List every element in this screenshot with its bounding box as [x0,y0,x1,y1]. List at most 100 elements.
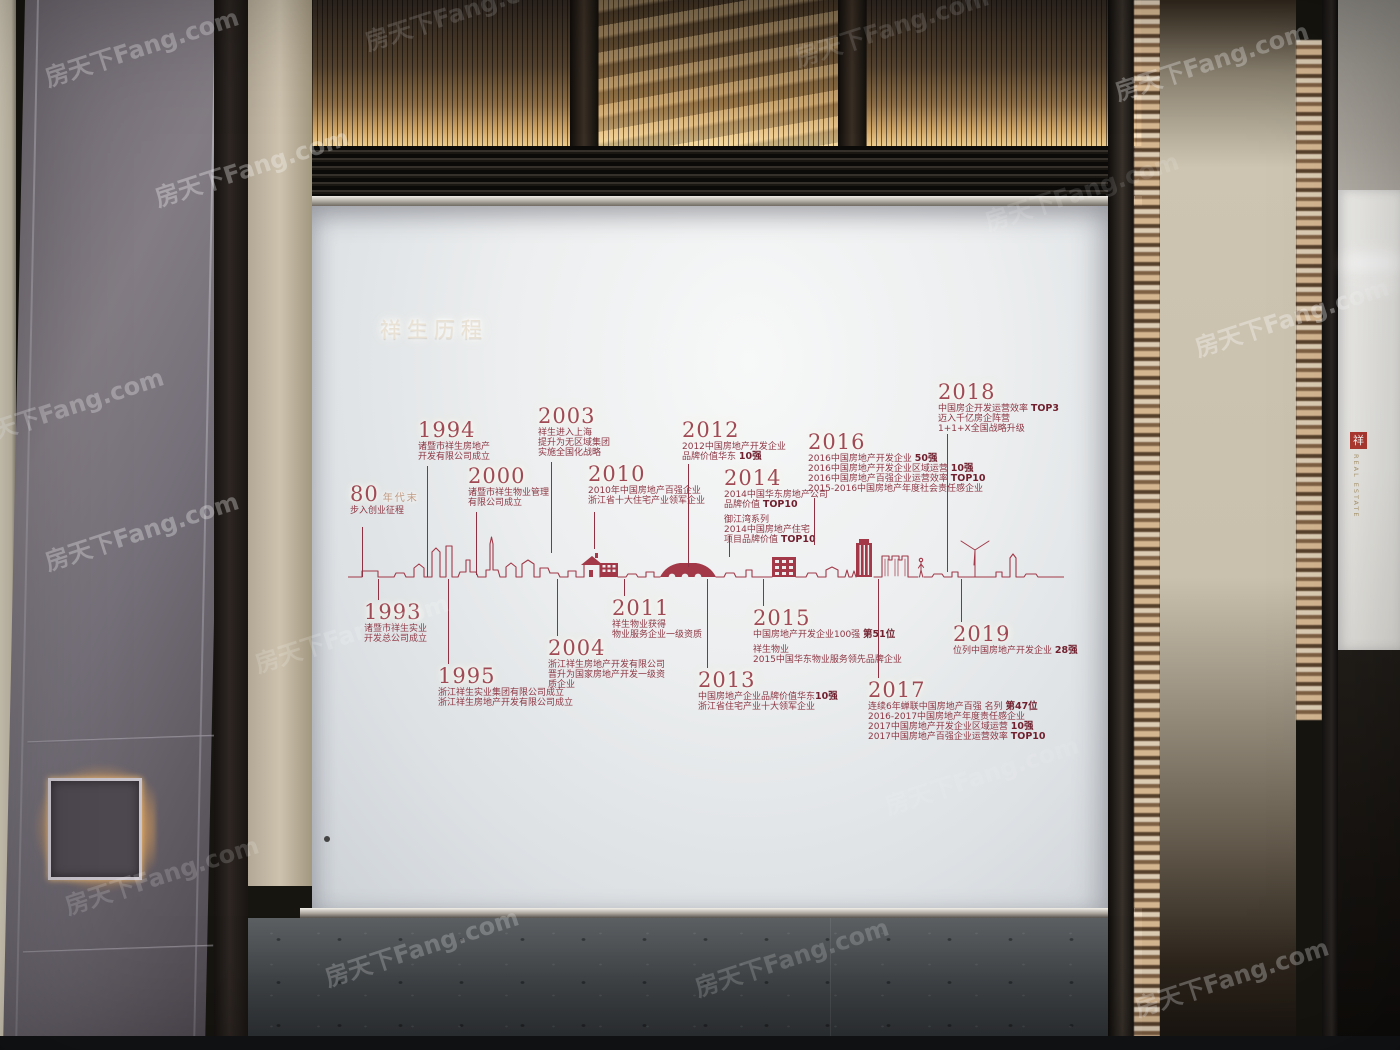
event-year: 2018 [938,380,996,404]
metal-sill-bottom [300,908,1142,918]
event-connector-line [729,536,730,557]
event-connector-line [688,464,689,567]
pillar-groove [27,734,218,744]
louver-vent [312,146,1142,196]
event-text-line: 2016中国房地产开发企业 50强 [808,453,938,465]
rose-gold-trim [1134,0,1160,1050]
event-text-line: 2016中国房地产开发企业区域运营 10强 [808,463,974,475]
timeline-event-2000: 2000 诸暨市祥生物业管理 有限公司成立 [468,464,549,508]
event-connector-line [624,579,625,596]
event-connector-line [763,579,764,606]
event-text-line: 浙江省十大住宅产业领军企业 [588,496,706,506]
grille-mullion [570,0,598,146]
event-connector-line [476,512,477,575]
event-text-line: 浙江省住宅产业十大领军企业 [698,702,816,712]
timeline-event-2019: 2019 位列中国房地产开发企业 28强 [953,622,1078,656]
event-text-line: 开发总公司成立 [364,634,428,644]
event-year: 2016 [808,430,866,454]
timeline-event-2012: 2012 2012中国房地产开发企业 品牌价值华东 10强 [682,418,786,462]
event-year: 2019 [953,622,1011,646]
event-year: 2003 [538,404,596,428]
event-text-line: 位列中国房地产开发企业 28强 [953,645,1078,657]
bronze-mesh-panel-left [312,0,570,146]
metal-sill [300,196,1142,206]
brand-caption: REAL ESTATE [1352,454,1360,519]
timeline-event-1995: 1995 浙江祥生实业集团有限公司成立 浙江祥生房地产开发有限公司成立 [438,664,573,708]
event-year: 2000 [468,464,526,488]
event-text-line: 提升为无区域集团 [538,438,611,448]
event-connector-line [878,579,879,678]
event-connector-line [707,579,708,668]
event-text-line: 品牌价值华东 10强 [682,451,762,463]
event-text-line: 实施全国化战略 [538,448,602,458]
timeline-event-80: 80 年代末 步入创业征程 [350,482,419,516]
event-text-line: 2014中国华东房地产公司 [724,490,828,500]
event-text-line: 诸暨市祥生房地产 [418,442,491,452]
event-connector-line [947,434,948,572]
event-year: 80 年代末 [350,482,419,506]
event-year-suffix: 年代末 [382,493,419,504]
event-year: 2012 [682,418,740,442]
event-text-line: 诸暨市祥生物业管理 [468,488,550,498]
timeline-event-1993: 1993 诸暨市祥生实业 开发总公司成立 [364,600,427,644]
event-text-line: 御江湾系列 [724,515,770,525]
left-pillar [3,0,227,1050]
event-text-line: 2016中国房地产百强企业运营效率 TOP10 [808,473,986,485]
event-year: 2004 [548,636,606,660]
event-text-line: 浙江祥生实业集团有限公司成立 [438,688,565,698]
timeline-event-2010: 2010 2010年中国房地产百强企业 浙江省十大住宅产业领军企业 [588,462,705,506]
event-text-line: 祥生物业获得 [612,620,667,630]
timeline-event-1994: 1994 诸暨市祥生房地产 开发有限公司成立 [418,418,490,462]
brand-seal: 祥 [1350,432,1367,449]
event-connector-line [427,466,428,577]
event-text-line: 祥生进入上海 [538,428,593,438]
timeline-event-2011: 2011 祥生物业获得 物业服务企业一级资质 [612,596,702,640]
event-text-line: 中国房企开发运营效率 TOP3 [938,403,1060,415]
timeline-event-2003: 2003 祥生进入上海 提升为无区域集团 实施全国化战略 [538,404,610,458]
event-year: 2017 [868,678,926,702]
event-text-line: 2015-2016中国房地产年度社会责任感企业 [808,484,984,494]
event-text-line: 2015中国华东物业服务领先品牌企业 [753,655,902,665]
event-text-line: 步入创业征程 [350,506,405,516]
panel-fixing-dot [324,836,330,842]
event-year: 2015 [753,606,811,630]
stone-column-left [248,0,312,886]
floor-shadow [0,1036,1400,1050]
event-text-line: 2017中国房地产百强企业运营效率 TOP10 [868,731,1046,743]
event-text-line: 有限公司成立 [468,498,523,508]
event-text-line: 2014中国房地产住宅 [724,525,810,535]
granite-base [248,918,1142,1050]
event-text-line: 1+1+X全国战略升级 [938,424,1025,434]
event-year: 2014 [724,466,782,490]
event-year: 2010 [588,462,646,486]
event-year: 2013 [698,668,756,692]
timeline-event-2018: 2018 中国房企开发运营效率 TOP3 迈入千亿房企阵营 1+1+X全国战略升级 [938,380,1059,434]
timeline-event-2017: 2017 连续6年蝉联中国房地产百强 名列 第47位 2016-2017中国房地产年… [868,678,1046,742]
event-text-line: 2016-2017中国房地产年度责任感企业 [868,712,1026,722]
event-text-line: 浙江祥生房地产开发有限公司成立 [438,698,574,708]
event-year: 1994 [418,418,476,442]
timeline-event-2014: 2014 2014中国华东房地产公司 品牌价值 TOP10 御江湾系列 2014中国房地… [724,466,828,545]
timeline-event-2016: 2016 2016中国房地产开发企业 50强 2016中国房地产开发企业区域运营 1… [808,430,986,494]
event-text-line: 质企业 [548,680,576,690]
stone-column-right [1160,0,1296,1050]
right-frame [1108,0,1134,1050]
pillar-groove [23,944,214,954]
granite-seam [830,918,831,1050]
event-text-line: 2010年中国房地产百强企业 [588,486,701,496]
event-connector-line [378,579,379,600]
event-text-line: 项目品牌价值 TOP10 [724,534,816,546]
skyline-art [348,536,1064,580]
event-text-line: 2012中国房地产开发企业 [682,442,786,452]
event-year: 1995 [438,664,496,688]
grille-mullion [838,0,866,146]
brand-glow [1346,252,1400,274]
event-text-line: 连续6年蝉联中国房地产百强 名列 第47位 [868,701,1038,713]
timeline-event-2004: 2004 浙江祥生房地产开发有限公司 晋升为国家房地产开发一级资 质企业 [548,636,665,690]
right-wall-top [1338,0,1400,190]
event-connector-line [551,462,552,553]
bronze-mesh-panel-center [598,0,838,146]
brand-lightbox: 祥 REAL ESTATE [1338,190,1400,650]
event-year: 1993 [364,600,422,624]
